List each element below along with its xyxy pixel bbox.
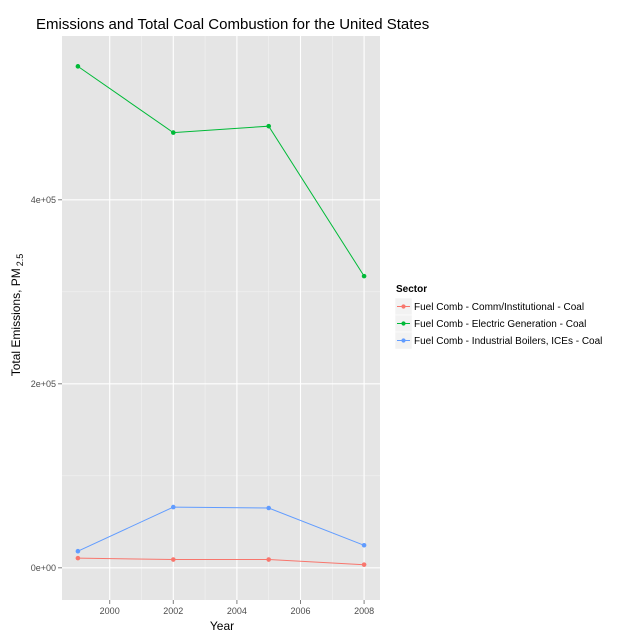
legend: Sector Fuel Comb - Comm/Institutional - … — [394, 284, 602, 350]
y-tick-label: 4e+05 — [31, 195, 56, 205]
x-tick-label: 2000 — [100, 606, 120, 616]
y-axis-title-subscript: 2.5 — [15, 254, 25, 267]
legend-key-point — [401, 304, 406, 309]
y-axis-title: Total Emissions, PM2.5 — [9, 254, 25, 377]
x-axis-title: Year — [210, 619, 234, 633]
x-tick-label: 2002 — [163, 606, 183, 616]
plot-panel — [62, 36, 380, 600]
x-axis: 2000 2002 2004 2006 2008 — [100, 600, 374, 616]
legend-title: Sector — [396, 284, 427, 295]
data-point — [75, 548, 81, 554]
data-point — [171, 557, 176, 562]
data-point — [266, 505, 272, 511]
data-point — [361, 562, 367, 567]
legend-items: Fuel Comb - Comm/Institutional - Coal Fue… — [394, 297, 602, 350]
series-line — [77, 557, 365, 566]
legend-label: Fuel Comb - Electric Generation - Coal — [414, 319, 586, 330]
data-point — [266, 557, 272, 562]
data-point — [361, 273, 367, 279]
x-tick-label: 2004 — [227, 606, 247, 616]
series-line — [77, 65, 365, 277]
legend-label: Fuel Comb - Comm/Institutional - Coal — [414, 302, 584, 313]
data-point — [75, 555, 81, 561]
legend-key-point — [401, 321, 406, 326]
data-point — [266, 123, 272, 129]
data-point — [75, 64, 81, 69]
legend-key-point — [401, 338, 406, 343]
x-tick-label: 2008 — [354, 606, 374, 616]
y-axis-title-main: Total Emissions, PM — [9, 268, 23, 376]
chart-title: Emissions and Total Coal Combustion for … — [36, 16, 429, 33]
series-line — [77, 506, 365, 552]
series-layer — [75, 64, 367, 567]
x-tick-label: 2006 — [290, 606, 310, 616]
data-point — [361, 542, 367, 548]
data-point — [171, 504, 176, 510]
data-point — [171, 130, 176, 135]
y-tick-label: 0e+00 — [31, 563, 56, 573]
y-axis: 0e+00 2e+05 4e+05 — [31, 195, 62, 573]
major-gridlines — [62, 36, 380, 600]
legend-label: Fuel Comb - Industrial Boilers, ICEs - C… — [414, 336, 602, 347]
y-tick-label: 2e+05 — [31, 379, 56, 389]
